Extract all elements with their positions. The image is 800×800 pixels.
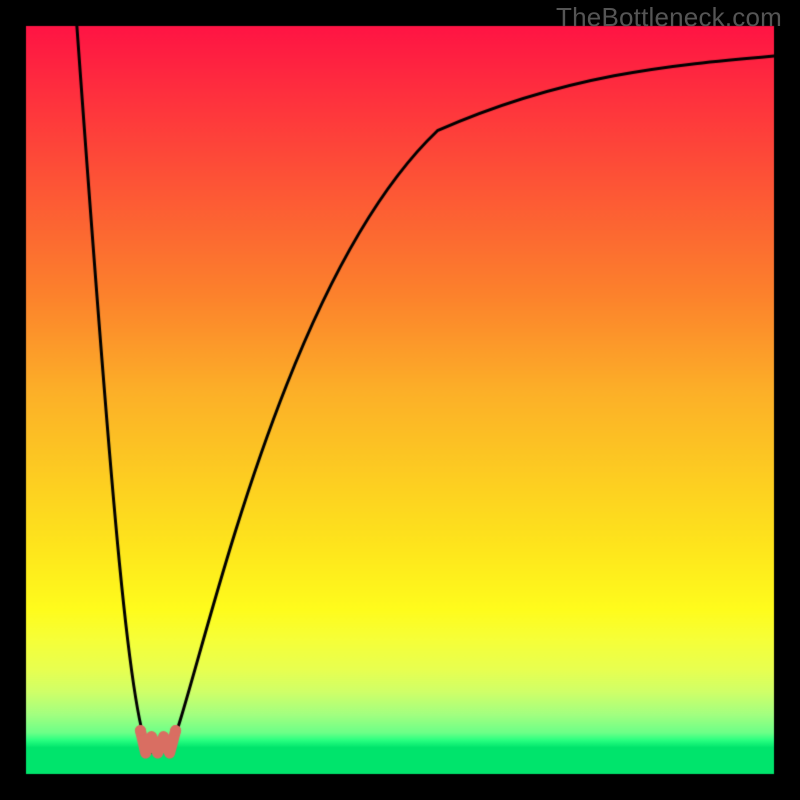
bottleneck-chart-canvas xyxy=(0,0,800,800)
chart-container: TheBottleneck.com xyxy=(0,0,800,800)
